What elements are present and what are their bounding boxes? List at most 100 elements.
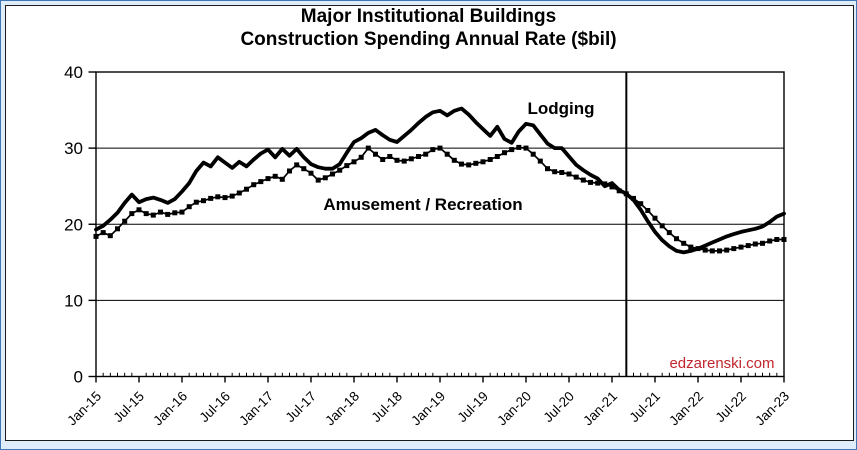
amusement-series-marker bbox=[330, 171, 335, 177]
amusement-series-marker bbox=[702, 247, 708, 253]
amusement-series-marker bbox=[559, 170, 565, 175]
amusement-series-marker bbox=[724, 247, 730, 253]
amusement-series-marker bbox=[638, 201, 644, 207]
x-axis-tick-label: Jul-22 bbox=[713, 389, 750, 426]
amusement-series-marker bbox=[487, 157, 493, 162]
amusement-series-marker bbox=[545, 166, 550, 172]
amusement-series-marker bbox=[229, 193, 235, 199]
amusement-series-marker bbox=[158, 209, 163, 215]
y-axis-tick-label: 40 bbox=[64, 63, 83, 82]
lodging-series-line bbox=[94, 106, 786, 255]
watermark-text: edzarenski.com bbox=[669, 355, 774, 372]
amusement-series-marker bbox=[580, 177, 586, 183]
amusement-series-marker bbox=[322, 175, 328, 181]
amusement-series-marker bbox=[416, 154, 421, 159]
amusement-series-marker bbox=[688, 244, 694, 250]
x-axis-tick-label: Jan-23 bbox=[752, 389, 792, 429]
amusement-series-marker bbox=[752, 241, 758, 247]
amusement-series-marker bbox=[717, 248, 722, 254]
amusement-series-marker bbox=[150, 212, 156, 218]
x-axis-tick-label: Jan-17 bbox=[236, 389, 276, 429]
amusement-series-marker bbox=[695, 246, 701, 252]
x-axis-tick-label: Jul-20 bbox=[541, 389, 578, 426]
amusement-series-marker bbox=[588, 179, 593, 185]
amusement-series-marker bbox=[537, 158, 543, 164]
amusement-series-marker bbox=[623, 191, 629, 197]
y-axis-tick-label: 0 bbox=[74, 368, 83, 387]
y-axis-tick-label: 20 bbox=[64, 215, 83, 234]
amusement-series-marker bbox=[595, 180, 601, 186]
amusement-series-marker bbox=[631, 195, 636, 201]
x-axis-tick-label: Jan-15 bbox=[64, 389, 104, 429]
amusement-series-marker bbox=[530, 151, 536, 157]
amusement-series-marker bbox=[107, 233, 113, 239]
x-axis-tick-label: Jul-16 bbox=[197, 389, 234, 426]
amusement-series-marker bbox=[444, 151, 450, 157]
amusement-series-marker bbox=[344, 163, 350, 169]
amusement-series-marker bbox=[265, 176, 271, 182]
amusement-series-marker bbox=[552, 169, 558, 175]
amusement-series-marker bbox=[115, 226, 120, 232]
x-axis-tick-label: Jan-20 bbox=[494, 389, 534, 429]
chart-title-line-1: Major Institutional Buildings bbox=[300, 6, 557, 27]
amusement-series-marker bbox=[337, 167, 343, 173]
x-axis-tick-label: Jan-16 bbox=[150, 389, 190, 429]
amusement-series-marker bbox=[165, 211, 171, 217]
amusement-series-marker bbox=[423, 151, 429, 157]
amusement-series-marker bbox=[294, 162, 300, 168]
amusement-series-marker bbox=[236, 190, 242, 196]
amusement-series-marker bbox=[437, 145, 443, 151]
amusement-series-marker bbox=[408, 156, 414, 162]
amusement-series-marker bbox=[387, 154, 393, 159]
amusement-series-marker bbox=[767, 238, 773, 244]
chart-panel bbox=[5, 5, 854, 441]
amusement-series-marker bbox=[774, 237, 780, 242]
amusement-series-marker bbox=[401, 158, 407, 164]
x-axis-tick-label: Jul-21 bbox=[627, 389, 664, 426]
x-axis-tick-label: Jan-21 bbox=[580, 389, 620, 429]
amusement-series-marker bbox=[308, 170, 314, 176]
amusement-series-label: Amusement / Recreation bbox=[323, 195, 522, 214]
amusement-series-marker bbox=[143, 211, 149, 217]
amusement-series-marker bbox=[473, 160, 479, 166]
amusement-series-marker bbox=[674, 236, 679, 242]
amusement-series-marker bbox=[122, 218, 128, 224]
amusement-series-marker bbox=[258, 179, 264, 185]
x-axis-tick-label: Jul-15 bbox=[111, 389, 148, 426]
amusement-series-marker bbox=[287, 168, 292, 174]
x-axis-tick-label: Jul-19 bbox=[455, 389, 492, 426]
amusement-series-marker bbox=[659, 223, 665, 229]
amusement-series-marker bbox=[100, 230, 106, 236]
amusement-series-marker bbox=[480, 159, 486, 165]
y-axis-tick-label: 10 bbox=[64, 291, 83, 310]
amusement-series-marker bbox=[222, 195, 228, 201]
amusement-series-marker bbox=[459, 161, 464, 167]
amusement-series-marker bbox=[186, 204, 192, 210]
amusement-series-marker bbox=[365, 145, 371, 151]
amusement-series-marker bbox=[709, 248, 715, 254]
amusement-series-marker bbox=[279, 176, 285, 182]
amusement-series-marker bbox=[652, 215, 658, 221]
y-axis-tick-label: 30 bbox=[64, 139, 83, 158]
amusement-series-marker bbox=[208, 195, 214, 201]
amusement-series-marker bbox=[193, 199, 199, 205]
amusement-series-marker bbox=[251, 182, 257, 188]
amusement-series-marker bbox=[523, 145, 529, 151]
amusement-series-marker bbox=[681, 240, 687, 246]
amusement-series-marker bbox=[201, 198, 206, 204]
amusement-series-marker bbox=[129, 211, 135, 217]
x-axis-tick-label: Jul-18 bbox=[369, 389, 406, 426]
amusement-series-marker bbox=[760, 240, 765, 246]
amusement-series-marker bbox=[380, 157, 386, 162]
amusement-series-marker bbox=[394, 157, 400, 163]
amusement-series-marker bbox=[315, 177, 321, 183]
amusement-series-marker bbox=[494, 154, 500, 159]
amusement-series-marker bbox=[645, 208, 651, 213]
amusement-series-marker bbox=[566, 171, 572, 177]
amusement-series-marker bbox=[351, 159, 357, 165]
amusement-series-marker bbox=[430, 147, 436, 153]
lodging-series-label: Lodging bbox=[527, 99, 594, 118]
amusement-series-marker bbox=[215, 194, 221, 200]
x-axis-tick-label: Jul-17 bbox=[283, 389, 320, 426]
